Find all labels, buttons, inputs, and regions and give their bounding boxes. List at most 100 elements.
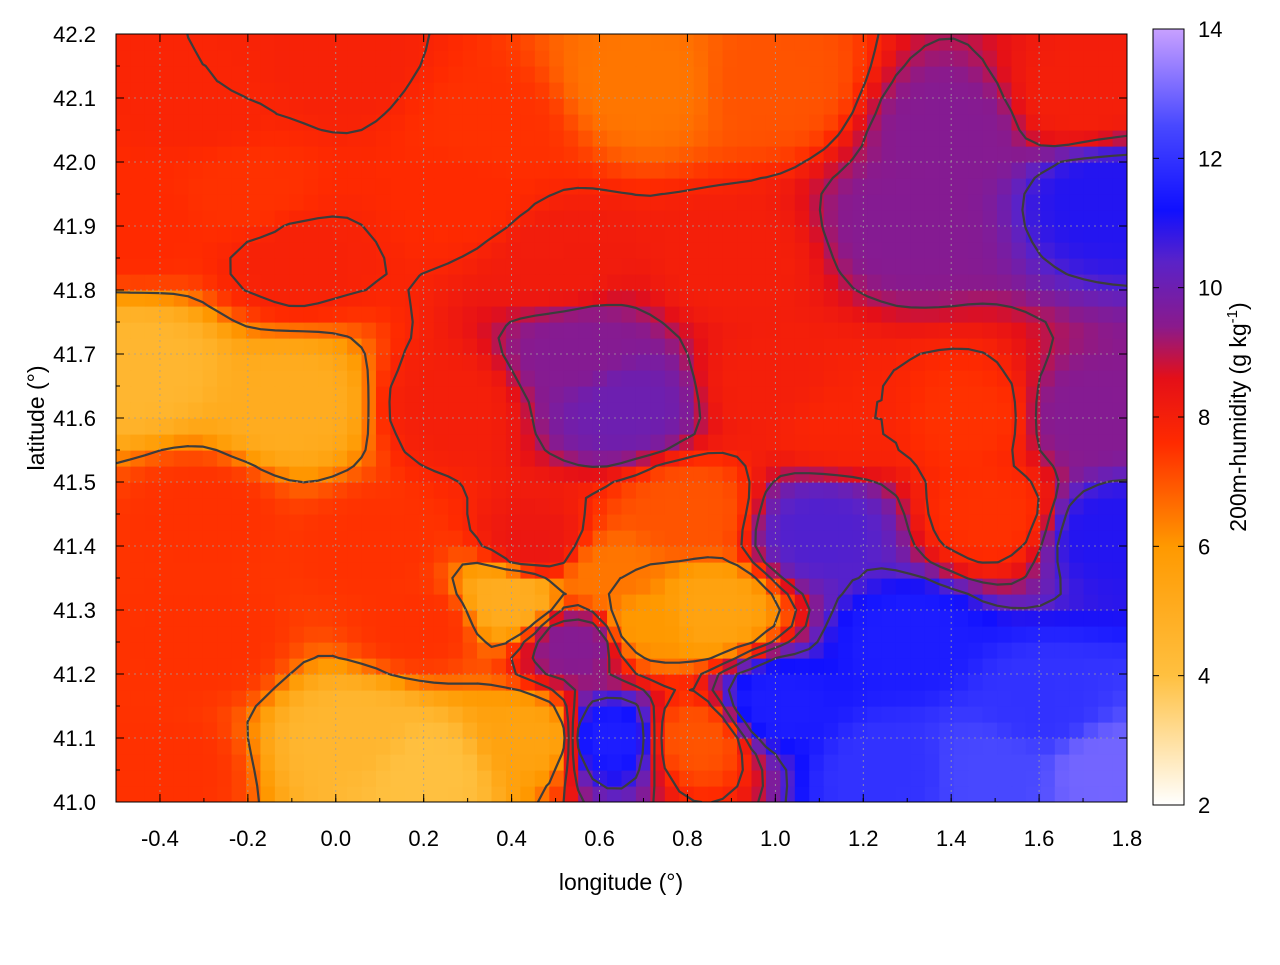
heatmap-cell [1069,402,1085,419]
heatmap-cell [592,786,608,802]
heatmap-cell [867,690,883,707]
heatmap-cell [361,610,377,627]
heatmap-cell [144,66,160,83]
heatmap-cell [1112,194,1127,211]
heatmap-cell [188,210,204,227]
heatmap-cell [347,578,363,595]
heatmap-cell [664,578,680,595]
heatmap-cell [520,594,536,611]
heatmap-cell [1083,226,1099,243]
heatmap-cell [390,322,406,339]
heatmap-cell [1098,626,1114,643]
heatmap-cell [924,178,940,195]
heatmap-cell [404,562,420,579]
y-tick-label: 41.3 [53,598,96,623]
heatmap-cell [881,50,897,67]
heatmap-cell [838,370,854,387]
heatmap-cell [549,386,565,403]
heatmap-cell [809,226,825,243]
heatmap-cell [245,66,262,83]
heatmap-cell [202,98,218,115]
heatmap-cell [188,82,204,99]
heatmap-cell [1054,322,1070,339]
heatmap-cell [1112,434,1127,451]
heatmap-cell [173,322,189,339]
heatmap-cell [953,354,969,371]
heatmap-cell [693,354,709,371]
heatmap-cell [419,290,435,307]
heatmap-cell [809,722,825,739]
heatmap-cell [130,34,146,51]
heatmap-cell [1069,194,1085,211]
heatmap-cell [881,98,897,115]
heatmap-cell [664,450,680,467]
heatmap-cell [852,482,868,499]
heatmap-cell [722,114,738,131]
heatmap-cell [895,178,911,195]
heatmap-cell [303,610,319,627]
heatmap-cell [1098,386,1114,403]
heatmap-cell [116,530,132,547]
heatmap-cell [404,178,420,195]
heatmap-cell [780,786,796,802]
heatmap-cell [1112,674,1127,691]
heatmap-cell [607,722,623,739]
heatmap-cell [780,274,796,291]
heatmap-cell [1098,578,1114,595]
heatmap-cell [924,258,940,275]
heatmap-cell [231,178,247,195]
heatmap-cell [188,786,204,802]
heatmap-cell [1083,498,1099,515]
heatmap-cell [477,370,493,387]
heatmap-cell [303,66,319,83]
heatmap-cell [1025,450,1041,467]
heatmap-cell [433,306,449,323]
heatmap-cell [202,290,218,307]
heatmap-cell [159,34,175,51]
heatmap-cell [202,402,218,419]
heatmap-cell [534,370,550,387]
heatmap-cell [1098,50,1114,67]
heatmap-cell [289,146,305,163]
heatmap-cell [231,306,247,323]
heatmap-cell [462,450,478,467]
heatmap-cell [173,626,189,643]
heatmap-cell [664,82,680,99]
heatmap-cell [375,706,392,723]
heatmap-cell [679,290,695,307]
heatmap-cell [520,498,536,515]
heatmap-cell [809,738,825,755]
heatmap-cell [1054,370,1070,387]
heatmap-cell [592,162,608,179]
heatmap-cell [982,546,998,563]
heatmap-cell [867,754,883,771]
heatmap-cell [809,258,825,275]
heatmap-cell [419,130,435,147]
heatmap-cell [231,98,247,115]
heatmap-cell [534,642,550,659]
heatmap-cell [1025,34,1041,51]
heatmap-cell [477,258,493,275]
heatmap-cell [867,194,883,211]
heatmap-cell [881,690,897,707]
heatmap-cell [289,98,305,115]
heatmap-cell [144,386,160,403]
heatmap-cell [1098,706,1114,723]
heatmap-cell [708,402,724,419]
heatmap-cell [116,274,132,291]
heatmap-cell [679,674,695,691]
heatmap-cell [563,146,579,163]
heatmap-cell [448,82,464,99]
heatmap-cell [188,178,204,195]
heatmap-cell [578,210,594,227]
heatmap-cell [968,66,984,83]
heatmap-cell [765,386,781,403]
heatmap-cell [173,706,189,723]
heatmap-cell [448,418,464,435]
heatmap-cell [159,82,175,99]
heatmap-cell [116,434,132,451]
heatmap-cell [852,370,868,387]
heatmap-cell [361,466,377,483]
heatmap-cell [635,338,651,355]
heatmap-cell [159,530,175,547]
